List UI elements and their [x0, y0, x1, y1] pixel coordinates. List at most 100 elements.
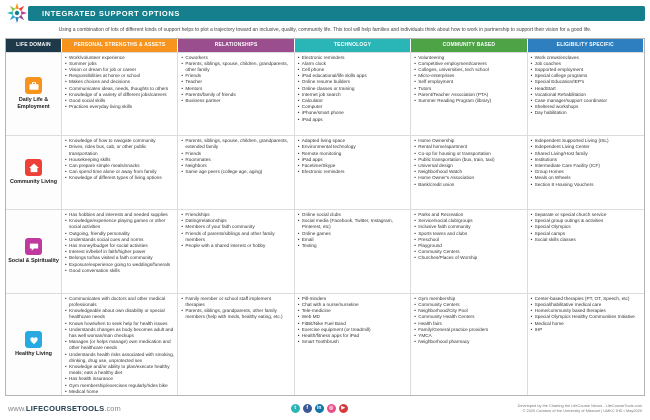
list-item: Playground [414, 243, 523, 249]
list-item: Smart Toothbrush [298, 339, 407, 345]
list-item: Micro-enterprises [414, 73, 523, 79]
list-item: Public transportation (bus, train, taxi) [414, 157, 523, 163]
domain-cell-healthy-living: Healthy Living [6, 292, 62, 395]
list-item: Knowledge of how to navigate community [65, 138, 174, 144]
list-item: Parents, siblings, grandparents, other f… [181, 308, 290, 320]
header-banner: INTEGRATED SUPPORT OPTIONS [0, 0, 650, 26]
website-name: LIFECOURSETOOLS [25, 403, 105, 413]
list-item: Community Centers [414, 249, 523, 255]
list-item: Sheltered workshops [531, 104, 641, 110]
column-header-life-domain: LIFE DOMAIN [6, 38, 62, 52]
list-item: Work/volunteer experience [65, 55, 174, 61]
list-item: Service/social club/groups [414, 218, 523, 224]
cell-daily-life-employment-technology: Electronic remindersAlarm clockCell phon… [294, 51, 412, 136]
list-item: Interest in/belief in faith/higher power [65, 249, 174, 255]
list-item: Separate or special church service [531, 212, 641, 218]
house-icon [25, 159, 42, 177]
bullet-list: Family member or school staff implement … [181, 296, 290, 321]
bullet-list: Online social clubsSocial media (Faceboo… [298, 212, 407, 249]
cell-daily-life-employment-eligibility-specific: Work crews/enclavesJob coachesSupported … [527, 51, 644, 136]
list-item: Cell phone [298, 67, 407, 73]
column-header-technology: TECHNOLOGY [294, 38, 412, 52]
social-icons: t f in ◎ ▶ [290, 403, 348, 413]
list-item: Parents, siblings, spouse, children, gra… [181, 61, 290, 73]
list-item: Outgoing, friendly personality [65, 231, 174, 237]
cell-daily-life-employment-personal-strengths: Work/volunteer experienceSummer jobsVisi… [62, 51, 179, 136]
list-item: Neighborhood/City Pool [414, 308, 523, 314]
list-item: Independent Supported Living (ISL) [531, 138, 641, 144]
list-item: Knowledge and/or ability to plan/execute… [65, 364, 174, 376]
list-item: Vocational Rehabilitation [531, 92, 641, 98]
page-title: INTEGRATED SUPPORT OPTIONS [42, 9, 180, 18]
list-item: Universal design [414, 163, 523, 169]
list-item: Preschool [414, 237, 523, 243]
cell-healthy-living-relationships: Family member or school staff implement … [178, 292, 295, 395]
list-item: Can prepare simple meals/snacks [65, 163, 174, 169]
list-item: Summer Reading Program (library) [414, 98, 523, 104]
domain-label: Healthy Living [15, 351, 52, 358]
list-item: Communicates with doctors and other medi… [65, 296, 174, 308]
website-link[interactable]: www.LIFECOURSETOOLS.com [8, 404, 121, 413]
list-item: Case manager/support coordinator [531, 98, 641, 104]
column-header-relationships: RELATIONSHIPS [178, 38, 295, 52]
list-item: Inclusive faith community [414, 224, 523, 230]
list-item: Housekeeping skills [65, 157, 174, 163]
lifecourse-star-logo [6, 2, 28, 24]
list-item: Section 8 Housing Vouchers [531, 182, 641, 188]
list-item: Can spend time alone or away from family [65, 169, 174, 175]
list-item: Knows how/when to seek help for health i… [65, 321, 174, 327]
domain-cell-daily-life-employment: Daily Life & Employment [6, 51, 62, 136]
list-item: Online resume builders [298, 79, 407, 85]
credit-line-1: Developed by the Charting the LifeCourse… [517, 402, 642, 408]
bullet-list: Parents, siblings, spouse, children, gra… [181, 138, 290, 175]
list-item: Medical home [65, 389, 174, 395]
list-item: Roommates [181, 157, 290, 163]
list-item: Institutions [531, 157, 641, 163]
list-item: Community Centers [414, 302, 523, 308]
bullet-list: Work crews/enclavesJob coachesSupported … [531, 55, 641, 117]
list-item: Neighbors [181, 163, 290, 169]
bullet-list: VolunteeringCompetitive employment/caree… [414, 55, 523, 105]
list-item: Responsibilities at home or school [65, 73, 174, 79]
youtube-icon[interactable]: ▶ [338, 403, 348, 413]
column-header-eligibility-specific: ELIGIBILITY SPECIFIC [527, 38, 644, 52]
list-item: Coworkers [181, 55, 290, 61]
chat-icon [25, 238, 42, 256]
twitter-icon[interactable]: t [290, 403, 300, 413]
list-item: YMCA [414, 333, 523, 339]
list-item: Understands changes as body becomes adul… [65, 327, 174, 339]
list-item: Online games [298, 231, 407, 237]
list-item: Special Olympics Healthy Communities Ini… [531, 314, 641, 320]
cell-social-spirituality-eligibility-specific: Separate or special church service Specia… [527, 209, 644, 293]
bullet-list: FriendshipsDating/relationshipsMembers o… [181, 212, 290, 249]
list-item: Friends of parents/siblings and other fa… [181, 231, 290, 243]
list-item: Volunteering [414, 55, 523, 61]
list-item: Understands social cues and norms [65, 237, 174, 243]
list-item: Good social skills [65, 98, 174, 104]
bullet-list: Independent Supported Living (ISL)Indepe… [531, 138, 641, 188]
list-item: Work crews/enclaves [531, 55, 641, 61]
list-item: Chat with a nurse/nurseline [298, 302, 407, 308]
facebook-icon[interactable]: f [302, 403, 312, 413]
list-item: Business partner [181, 98, 290, 104]
cell-social-spirituality-personal-strengths: Has hobbies and interests and needed sup… [62, 209, 179, 293]
list-item: Knowledgeable about own disability or sp… [65, 308, 174, 320]
list-item: Intermediate Care Facility (ICF) [531, 163, 641, 169]
list-item: Home/community based therapies [531, 308, 641, 314]
list-item: Special camps [531, 231, 641, 237]
list-item: Teacher [181, 79, 290, 85]
list-item: Friendships [181, 212, 290, 218]
linkedin-icon[interactable]: in [314, 403, 324, 413]
list-item: iPad apps [298, 157, 407, 163]
domain-label: Community Living [9, 179, 58, 186]
list-item: Knowledge of different types of living o… [65, 175, 174, 181]
list-item: Social skills classes [531, 237, 641, 243]
list-item: Internet job search [298, 92, 407, 98]
page-subtitle: Using a combination of lots of different… [58, 27, 592, 33]
cell-healthy-living-technology: Pill-mindersChat with a nurse/nurselineT… [294, 292, 412, 395]
instagram-icon[interactable]: ◎ [326, 403, 336, 413]
cell-social-spirituality-relationships: FriendshipsDating/relationshipsMembers o… [178, 209, 295, 293]
list-item: iPad apps [298, 117, 407, 123]
list-item: Supported employment [531, 67, 641, 73]
bullet-list: CoworkersParents, siblings, spouse, chil… [181, 55, 290, 105]
